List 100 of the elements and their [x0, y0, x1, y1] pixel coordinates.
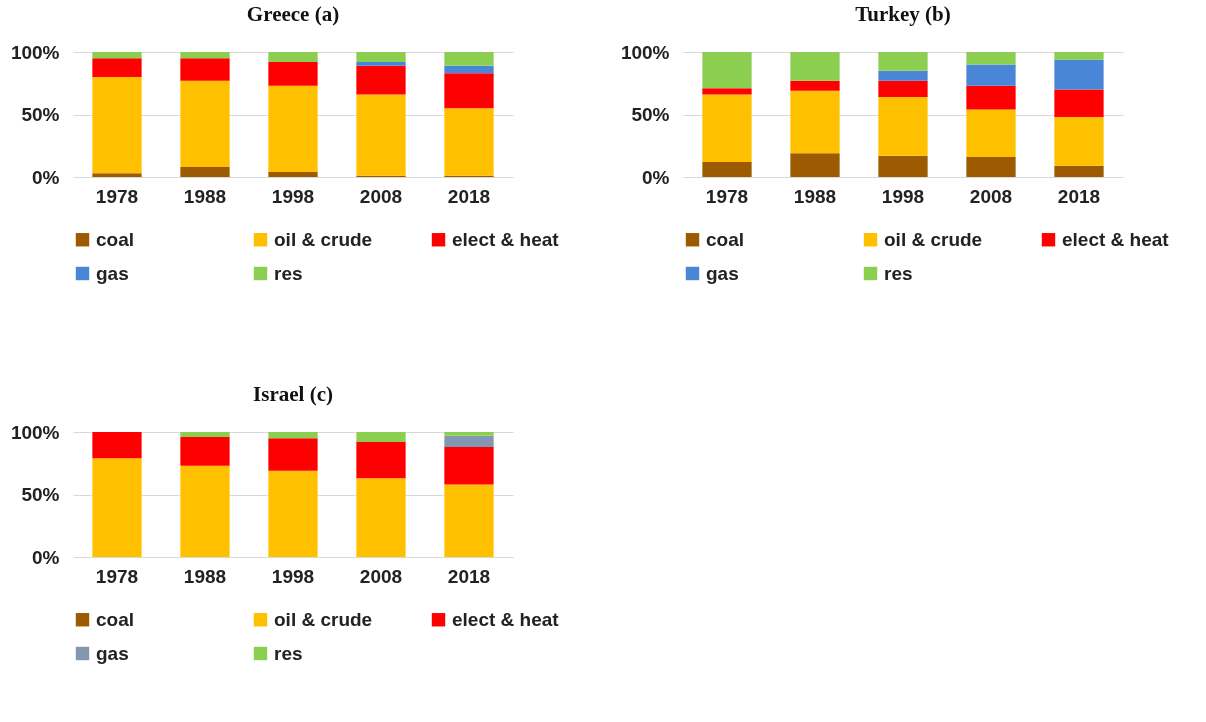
bar: [1054, 52, 1104, 60]
bar: [92, 173, 142, 177]
legend-label: res: [884, 262, 913, 284]
bar: [966, 52, 1016, 65]
legend-label: res: [274, 262, 303, 284]
bar: [444, 484, 494, 557]
chart-title: Turkey (b): [855, 2, 951, 26]
bar: [92, 458, 142, 557]
x-tick-label: 2008: [359, 565, 403, 587]
bar: [180, 52, 230, 59]
chart-title: Israel (c): [253, 382, 333, 406]
legend-label: gas: [706, 262, 739, 284]
bar: [966, 85, 1016, 110]
legend-label: oil & crude: [884, 228, 983, 250]
bar: [1054, 89, 1104, 117]
x-tick-label: 1998: [271, 185, 315, 207]
bar: [444, 108, 494, 176]
bar: [268, 172, 318, 177]
legend-label: elect & heat: [1062, 228, 1170, 250]
legend-label: coal: [96, 228, 135, 250]
legend-label: gas: [96, 642, 129, 664]
bar: [878, 80, 928, 97]
bar: [268, 432, 318, 439]
y-tick-label: 50%: [631, 104, 670, 125]
bar: [356, 52, 406, 62]
bar: [356, 65, 406, 95]
legend-label: elect & heat: [452, 228, 560, 250]
bar: [92, 77, 142, 174]
y-tick-label: 0%: [642, 166, 670, 188]
x-tick-label: 1998: [271, 565, 315, 587]
x-tick-label: 2018: [447, 185, 491, 207]
y-tick-label: 100%: [620, 41, 670, 63]
bar: [268, 52, 318, 62]
bar: [878, 155, 928, 177]
bar: [444, 65, 494, 74]
legend-label: res: [274, 642, 303, 664]
x-tick-label: 2018: [447, 565, 491, 587]
y-tick-label: 100%: [10, 421, 60, 443]
legend-label: oil & crude: [274, 608, 373, 630]
bar: [92, 432, 142, 459]
bar: [268, 85, 318, 172]
bar: [180, 432, 230, 437]
bar: [878, 97, 928, 156]
bar: [356, 94, 406, 176]
x-tick-label: 1998: [881, 185, 925, 207]
bar: [1054, 117, 1104, 166]
bar: [790, 80, 840, 91]
bar: [790, 52, 840, 81]
y-tick-label: 50%: [21, 484, 60, 505]
y-tick-label: 50%: [21, 104, 60, 125]
bar: [790, 90, 840, 154]
bar: [180, 465, 230, 557]
x-tick-label: 1978: [95, 565, 139, 587]
x-tick-label: 1978: [705, 185, 749, 207]
bar: [92, 52, 142, 59]
x-tick-label: 2008: [359, 185, 403, 207]
bar: [702, 94, 752, 162]
bar: [356, 442, 406, 479]
legend-label: gas: [96, 262, 129, 284]
chart-title: Greece (a): [246, 2, 340, 26]
legend-label: coal: [706, 228, 745, 250]
bar: [1054, 59, 1104, 90]
bar: [966, 64, 1016, 86]
bar: [444, 52, 494, 66]
bar: [180, 167, 230, 177]
y-tick-label: 0%: [32, 166, 60, 188]
bar: [444, 435, 494, 447]
x-tick-label: 1978: [95, 185, 139, 207]
y-tick-label: 100%: [10, 41, 60, 63]
bar: [268, 438, 318, 471]
bar: [180, 80, 230, 167]
bar: [268, 470, 318, 557]
bar: [1054, 165, 1104, 177]
bar: [790, 153, 840, 177]
bar: [444, 447, 494, 485]
y-tick-label: 0%: [32, 546, 60, 568]
bar: [180, 58, 230, 81]
x-tick-label: 1988: [183, 565, 227, 587]
bar: [356, 478, 406, 557]
bar: [966, 157, 1016, 177]
legend-label: elect & heat: [452, 608, 560, 630]
bar: [268, 62, 318, 86]
legend-label: oil & crude: [274, 228, 373, 250]
bar: [92, 58, 142, 77]
bar: [180, 437, 230, 466]
x-tick-label: 1988: [183, 185, 227, 207]
bar: [356, 432, 406, 442]
x-tick-label: 1988: [793, 185, 837, 207]
bar: [702, 52, 752, 89]
bar: [444, 432, 494, 436]
bar: [702, 88, 752, 95]
legend-label: coal: [96, 608, 135, 630]
bar: [878, 70, 928, 81]
bar: [356, 62, 406, 66]
x-tick-label: 2018: [1057, 185, 1101, 207]
bar: [444, 73, 494, 109]
bar: [878, 52, 928, 71]
bar: [966, 109, 1016, 157]
bar: [702, 162, 752, 177]
x-tick-label: 2008: [969, 185, 1013, 207]
